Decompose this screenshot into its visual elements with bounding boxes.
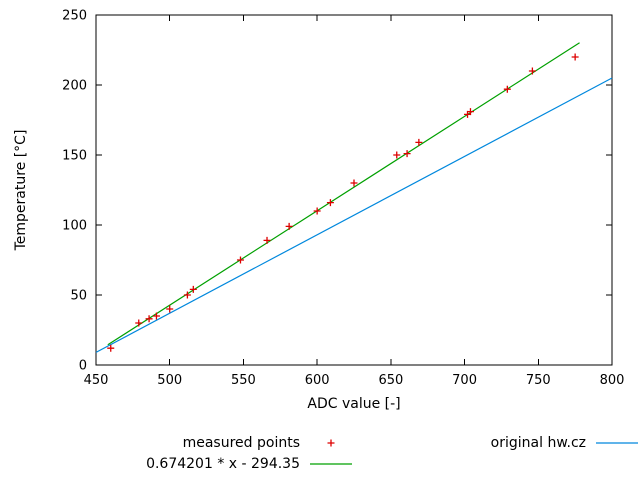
legend-label-original: original hw.cz	[490, 435, 586, 451]
measured-point	[313, 207, 321, 215]
series-line	[95, 77, 613, 353]
measured-point	[107, 344, 115, 352]
plot-border	[95, 14, 613, 366]
y-tick-label: 0	[79, 359, 87, 374]
green-line-icon	[310, 463, 352, 465]
x-tick-label: 550	[231, 373, 256, 388]
measured-point	[285, 222, 293, 230]
measured-point	[263, 236, 271, 244]
measured-point	[189, 285, 197, 293]
x-tick-label: 450	[84, 373, 109, 388]
measured-point	[145, 315, 153, 323]
y-tick-label: 50	[70, 289, 87, 304]
measured-point	[166, 305, 174, 313]
measured-point	[393, 151, 401, 159]
legend-item-measured: measured points	[183, 435, 352, 451]
legend-label-fit-line: 0.674201 * x - 294.35	[146, 456, 300, 472]
measured-point	[350, 179, 358, 187]
plus-marker-glyph	[327, 439, 335, 447]
measured-point	[403, 150, 411, 158]
y-tick-label: 100	[62, 219, 87, 234]
y-tick-label: 200	[62, 79, 87, 94]
x-axis-label: ADC value [-]	[307, 396, 401, 412]
legend-item-fit-line: 0.674201 * x - 294.35	[146, 456, 352, 472]
x-tick-label: 750	[526, 373, 551, 388]
measured-point	[135, 319, 143, 327]
x-tick-label: 650	[378, 373, 403, 388]
legend-item-original: original hw.cz	[491, 435, 638, 451]
x-tick-label: 800	[600, 373, 625, 388]
y-tick-label: 250	[62, 9, 87, 24]
plus-marker-icon	[327, 439, 335, 447]
y-tick-label: 150	[62, 149, 87, 164]
y-axis-label: Temperature [°C]	[13, 129, 29, 251]
measured-point	[466, 108, 474, 116]
measured-point	[183, 291, 191, 299]
x-tick-label: 600	[305, 373, 330, 388]
measured-point	[528, 67, 536, 75]
measured-point	[571, 53, 579, 61]
legend-label-measured: measured points	[182, 435, 300, 451]
measured-point	[236, 256, 244, 264]
measured-point	[152, 312, 160, 320]
blue-line-icon	[596, 442, 638, 444]
measured-point	[326, 199, 334, 207]
x-tick-label: 500	[157, 373, 182, 388]
x-tick-label: 700	[452, 373, 477, 388]
measured-point	[503, 85, 511, 93]
measured-point	[415, 138, 423, 146]
series-line	[107, 42, 580, 346]
